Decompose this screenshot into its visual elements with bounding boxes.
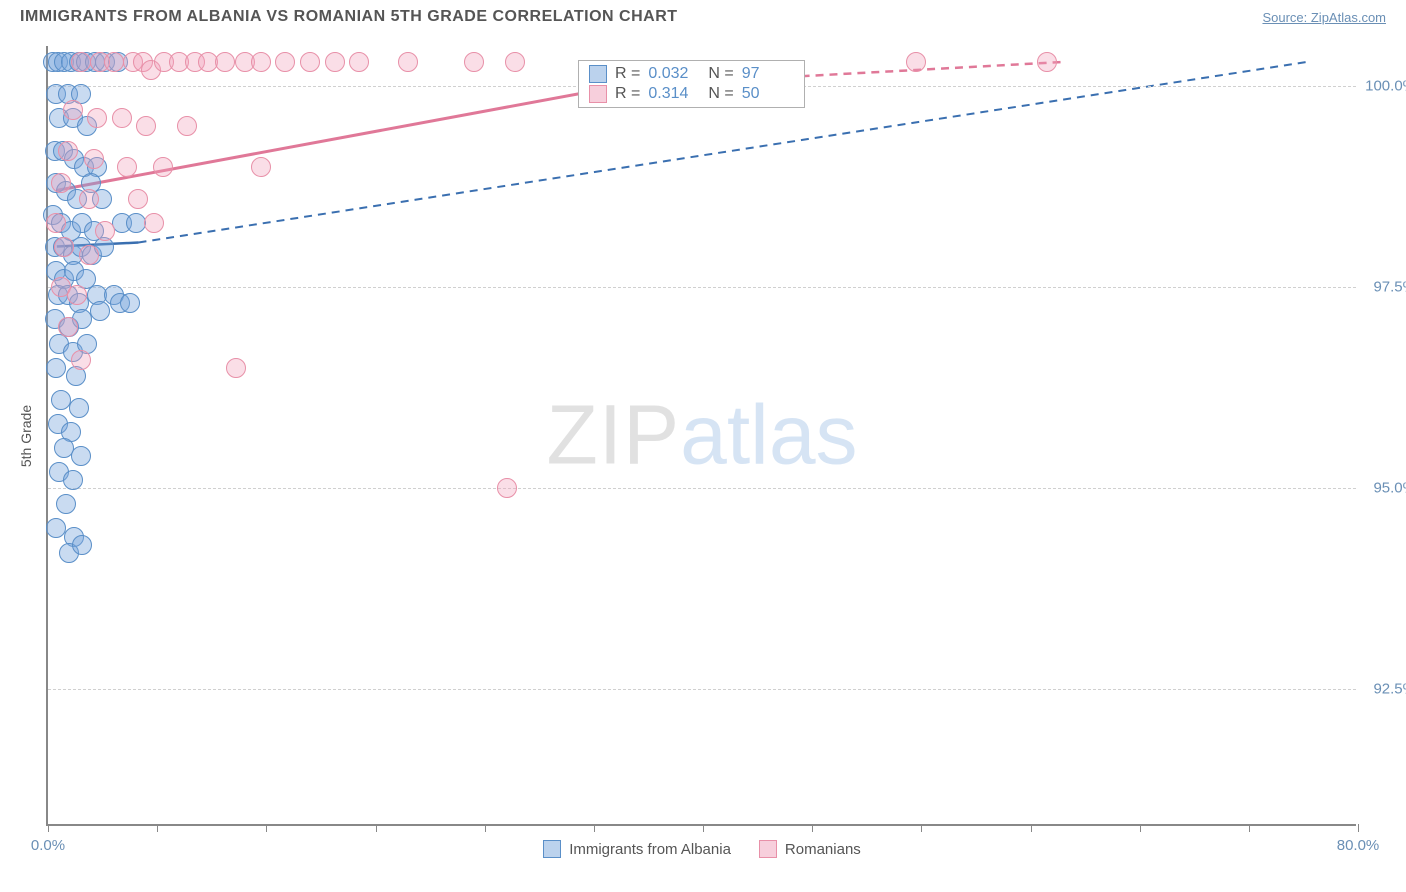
data-point xyxy=(56,494,76,514)
legend-item: Immigrants from Albania xyxy=(543,840,731,858)
data-point xyxy=(112,108,132,128)
data-point xyxy=(398,52,418,72)
stats-box: R = 0.032 N = 97 R = 0.314 N = 50 xyxy=(578,60,805,108)
data-point xyxy=(71,52,91,72)
legend-swatch-pink xyxy=(589,85,607,103)
stats-row: R = 0.314 N = 50 xyxy=(589,85,794,103)
data-point xyxy=(117,157,137,177)
watermark: ZIPatlas xyxy=(546,387,857,484)
stat-n-label: N = xyxy=(708,85,733,103)
legend-swatch-blue xyxy=(589,65,607,83)
watermark-zip: ZIP xyxy=(546,388,680,482)
x-tick xyxy=(1140,824,1141,832)
y-tick-label: 97.5% xyxy=(1361,279,1406,296)
y-axis-title: 5th Grade xyxy=(18,405,34,467)
y-tick-label: 95.0% xyxy=(1361,480,1406,497)
data-point xyxy=(120,293,140,313)
data-point xyxy=(84,149,104,169)
data-point xyxy=(58,317,78,337)
legend-label: Immigrants from Albania xyxy=(569,841,731,858)
data-point xyxy=(215,52,235,72)
legend: Immigrants from Albania Romanians xyxy=(48,840,1356,858)
data-point xyxy=(177,116,197,136)
data-point xyxy=(69,398,89,418)
x-tick xyxy=(594,824,595,832)
scatter-chart: ZIPatlas 92.5%95.0%97.5%100.0%0.0%80.0%R… xyxy=(46,46,1356,826)
data-point xyxy=(144,213,164,233)
data-point xyxy=(71,446,91,466)
data-point xyxy=(906,52,926,72)
x-tick xyxy=(921,824,922,832)
y-tick-label: 92.5% xyxy=(1361,681,1406,698)
data-point xyxy=(464,52,484,72)
x-tick xyxy=(266,824,267,832)
data-point xyxy=(349,52,369,72)
data-point xyxy=(128,189,148,209)
gridline-h xyxy=(48,488,1356,489)
gridline-h xyxy=(48,689,1356,690)
data-point xyxy=(136,116,156,136)
data-point xyxy=(153,157,173,177)
stat-n-value: 50 xyxy=(742,85,794,103)
data-point xyxy=(275,52,295,72)
stat-n-value: 97 xyxy=(742,65,794,83)
data-point xyxy=(51,390,71,410)
data-point xyxy=(90,301,110,321)
data-point xyxy=(67,285,87,305)
data-point xyxy=(46,518,66,538)
data-point xyxy=(325,52,345,72)
x-tick xyxy=(703,824,704,832)
gridline-h xyxy=(48,287,1356,288)
data-point xyxy=(79,245,99,265)
x-tick xyxy=(812,824,813,832)
data-point xyxy=(300,52,320,72)
legend-label: Romanians xyxy=(785,841,861,858)
stat-r-value: 0.314 xyxy=(648,85,700,103)
legend-swatch-pink xyxy=(759,840,777,858)
chart-title: IMMIGRANTS FROM ALBANIA VS ROMANIAN 5TH … xyxy=(20,8,678,26)
data-point xyxy=(1037,52,1057,72)
data-point xyxy=(226,358,246,378)
data-point xyxy=(126,213,146,233)
x-tick xyxy=(485,824,486,832)
stat-n-label: N = xyxy=(708,65,733,83)
data-point xyxy=(63,470,83,490)
data-point xyxy=(79,189,99,209)
x-tick xyxy=(1249,824,1250,832)
x-tick xyxy=(157,824,158,832)
data-point xyxy=(497,478,517,498)
data-point xyxy=(251,52,271,72)
x-tick xyxy=(376,824,377,832)
data-point xyxy=(71,350,91,370)
legend-item: Romanians xyxy=(759,840,861,858)
watermark-atlas: atlas xyxy=(680,388,857,482)
stat-r-value: 0.032 xyxy=(648,65,700,83)
trend-lines xyxy=(48,46,1356,824)
x-tick xyxy=(48,824,49,832)
stats-row: R = 0.032 N = 97 xyxy=(589,65,794,83)
data-point xyxy=(505,52,525,72)
data-point xyxy=(51,173,71,193)
y-tick-label: 100.0% xyxy=(1361,78,1406,95)
data-point xyxy=(63,100,83,120)
data-point xyxy=(87,108,107,128)
x-tick xyxy=(1031,824,1032,832)
data-point xyxy=(251,157,271,177)
data-point xyxy=(54,237,74,257)
stat-r-label: R = xyxy=(615,85,640,103)
data-point xyxy=(104,52,124,72)
data-point xyxy=(46,213,66,233)
legend-swatch-blue xyxy=(543,840,561,858)
data-point xyxy=(46,358,66,378)
x-tick xyxy=(1358,824,1359,832)
stat-r-label: R = xyxy=(615,65,640,83)
data-point xyxy=(95,221,115,241)
data-point xyxy=(58,141,78,161)
source-link[interactable]: Source: ZipAtlas.com xyxy=(1262,10,1386,25)
data-point xyxy=(72,535,92,555)
